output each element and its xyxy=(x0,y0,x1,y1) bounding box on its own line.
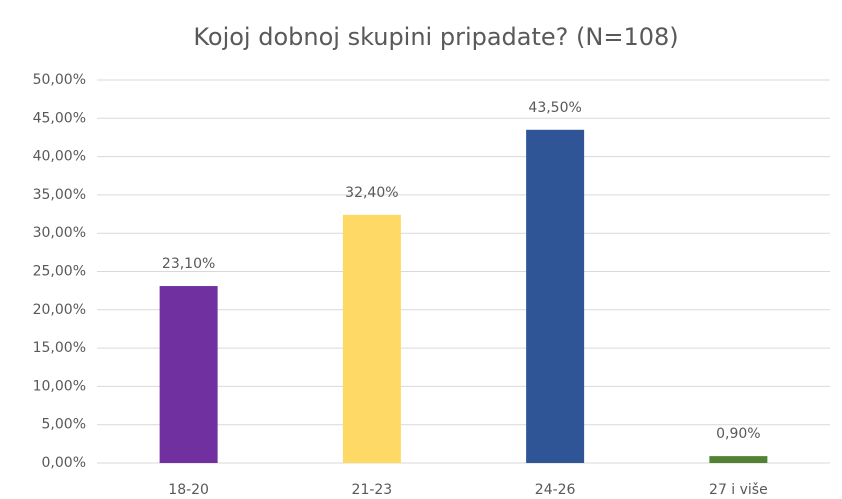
y-tick-label: 40,00% xyxy=(33,149,86,165)
y-tick-label: 45,00% xyxy=(33,110,86,126)
data-label: 0,90% xyxy=(716,426,760,442)
bar xyxy=(159,286,218,463)
y-tick-label: 50,00% xyxy=(33,72,86,88)
bar xyxy=(342,214,401,463)
bar xyxy=(526,129,585,464)
chart-title: Kojoj dobnoj skupini pripadate? (N=108) xyxy=(193,23,678,51)
y-tick-label: 10,00% xyxy=(33,378,86,394)
x-tick-label: 18-20 xyxy=(168,482,209,498)
data-label: 43,50% xyxy=(528,100,581,116)
y-tick-label: 5,00% xyxy=(42,417,86,433)
y-tick-label: 35,00% xyxy=(33,187,86,203)
x-tick-label: 27 i više xyxy=(709,482,768,498)
y-tick-label: 30,00% xyxy=(33,225,86,241)
x-tick-label: 21-23 xyxy=(352,482,393,498)
y-tick-label: 15,00% xyxy=(33,340,86,356)
data-label: 23,10% xyxy=(162,256,215,272)
bar xyxy=(709,456,768,463)
data-label: 32,40% xyxy=(345,185,398,201)
y-tick-label: 25,00% xyxy=(33,264,86,280)
y-tick-label: 20,00% xyxy=(33,302,86,318)
x-tick-label: 24-26 xyxy=(535,482,576,498)
y-tick-label: 0,00% xyxy=(42,455,86,471)
